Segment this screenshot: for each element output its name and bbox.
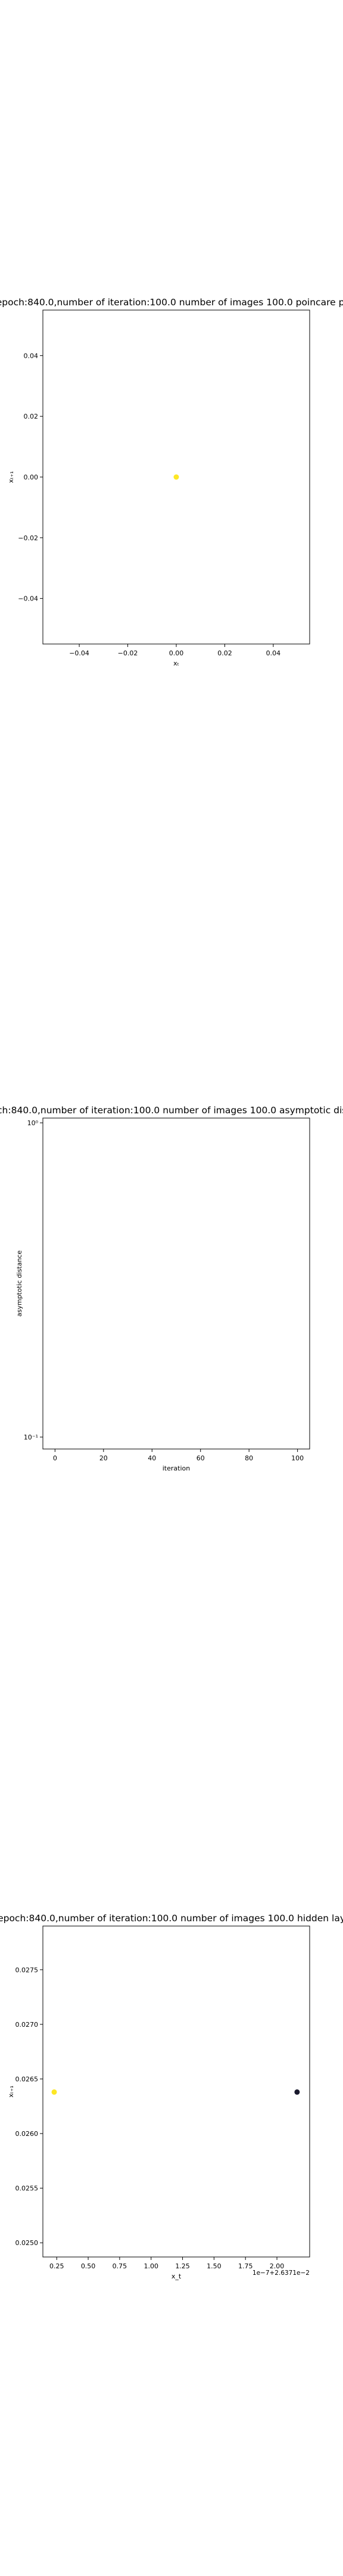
y-tick-label: 0.0265 — [15, 2075, 39, 2083]
x-tick-label: 2.00 — [270, 2262, 285, 2270]
x-tick-label: 1.00 — [144, 2262, 158, 2270]
x-tick-label: 0.00 — [169, 649, 184, 657]
x-axis-label: xₜ — [173, 660, 179, 667]
x-tick-label: 80 — [245, 1454, 253, 1462]
chart-2: epoch:840.0,number of iteration:100.0 nu… — [0, 1105, 343, 1472]
x-tick-label: −0.02 — [118, 649, 138, 657]
x-tick-label: 0.75 — [113, 2262, 127, 2270]
x-tick-label: 0.50 — [81, 2262, 96, 2270]
data-point — [51, 2089, 57, 2095]
x-tick-label: 0 — [53, 1454, 57, 1462]
axes-frame — [42, 1117, 310, 1450]
chart-title: epoch:840.0,number of iteration:100.0 nu… — [0, 1913, 343, 1924]
x-tick-label: 0.25 — [49, 2262, 64, 2270]
y-tick-label: −0.02 — [18, 534, 38, 542]
x-tick-label: 0.04 — [266, 649, 281, 657]
y-axis-label: xₜ₊₁ — [7, 2086, 15, 2098]
y-tick-label: 10⁰ — [27, 1119, 39, 1127]
x-tick-label: 60 — [197, 1454, 205, 1462]
x-tick-label: −0.04 — [69, 649, 89, 657]
y-tick-label: 0.00 — [24, 473, 39, 481]
y-tick-label: 0.0275 — [15, 1966, 39, 1974]
x-tick-label: 20 — [99, 1454, 108, 1462]
chart-title: epoch:840.0,number of iteration:100.0 nu… — [0, 1105, 343, 1116]
y-tick-label: 0.0270 — [15, 2021, 39, 2029]
y-tick-label: 0.0260 — [15, 2130, 39, 2138]
x-tick-label: 0.02 — [217, 649, 232, 657]
y-tick-label: 0.0250 — [15, 2239, 39, 2247]
chart-3: epoch:840.0,number of iteration:100.0 nu… — [0, 1913, 343, 2280]
axes-frame — [42, 1925, 310, 2258]
x-axis-label: iteration — [163, 1465, 190, 1472]
y-tick-label: 0.02 — [24, 413, 39, 420]
y-tick-label: −0.04 — [18, 595, 38, 603]
y-axis-label: asymptotic distance — [15, 1250, 23, 1317]
y-tick-label: 0.0255 — [15, 2185, 39, 2193]
chart-title: epoch:840.0,number of iteration:100.0 nu… — [0, 297, 343, 308]
data-point — [294, 2089, 300, 2095]
x-offset-label: 1e−7+2.6371e−2 — [252, 2270, 310, 2277]
x-axis-label: x_t — [172, 2272, 182, 2280]
x-tick-label: 1.50 — [207, 2262, 222, 2270]
x-tick-label: 1.25 — [175, 2262, 190, 2270]
x-tick-label: 40 — [148, 1454, 156, 1462]
x-tick-label: 1.75 — [238, 2262, 253, 2270]
y-tick-label: 0.04 — [24, 352, 39, 360]
y-axis-label: xₜ₊₁ — [7, 471, 15, 483]
chart-1: epoch:840.0,number of iteration:100.0 nu… — [0, 297, 343, 667]
x-tick-label: 100 — [291, 1454, 304, 1462]
data-point — [173, 474, 179, 480]
y-tick-label: 10⁻¹ — [24, 1433, 38, 1441]
